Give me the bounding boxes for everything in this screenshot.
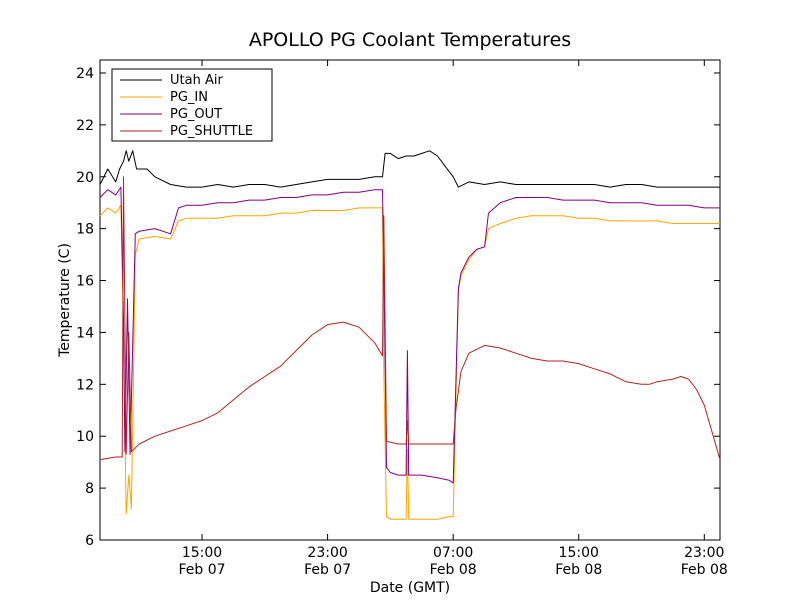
series-line-pg-shuttle (99, 176, 721, 461)
x-tick-label-date: Feb 08 (430, 562, 477, 578)
x-tick-label-date: Feb 07 (304, 562, 351, 578)
x-tick-label-time: 23:00 (307, 545, 347, 561)
legend-items: Utah Air PG_IN PG_OUT PG_SHUTTLE (120, 73, 253, 139)
x-tick-label-time: 07:00 (433, 545, 473, 561)
y-tick-label: 6 (85, 533, 94, 549)
series-line-pg-out (99, 186, 720, 484)
legend-label: Utah Air (170, 73, 223, 88)
y-tick-label: 22 (76, 118, 94, 134)
series-line-pg-in (99, 204, 720, 520)
series-group (99, 150, 721, 520)
y-tick-label: 16 (76, 274, 94, 290)
y-tick-label: 8 (85, 481, 94, 497)
x-tick-label-time: 23:00 (684, 545, 724, 561)
x-axis-label: Date (GMT) (370, 580, 450, 596)
legend-label: PG_SHUTTLE (170, 124, 253, 139)
legend-label: PG_IN (170, 90, 208, 105)
legend: Utah Air PG_IN PG_OUT PG_SHUTTLE (111, 68, 273, 142)
x-tick-label-date: Feb 08 (681, 562, 728, 578)
series-line-utah-air (99, 150, 720, 188)
x-tick-label-time: 15:00 (182, 545, 222, 561)
x-tick-label-date: Feb 07 (178, 562, 225, 578)
y-tick-label: 10 (76, 429, 94, 445)
legend-box (111, 68, 273, 142)
y-tick-label: 20 (76, 170, 94, 186)
y-tick-label: 12 (76, 377, 94, 393)
x-tick-label-time: 15:00 (559, 545, 599, 561)
y-tick-label: 24 (76, 66, 94, 82)
y-axis-label: Temperature (C) (57, 243, 73, 358)
y-tick-label: 14 (76, 325, 94, 341)
y-tick-label: 18 (76, 222, 94, 238)
chart-title: APOLLO PG Coolant Temperatures (249, 29, 571, 51)
legend-label: PG_OUT (170, 107, 222, 122)
x-tick-label-date: Feb 08 (555, 562, 602, 578)
